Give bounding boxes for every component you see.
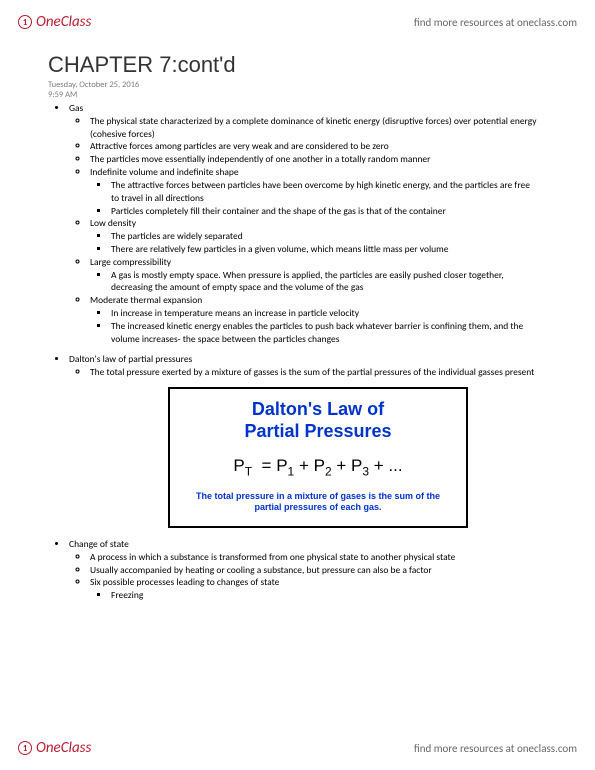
- list-item: Indefinite volume and indefinite shape T…: [89, 166, 540, 217]
- resources-link-top[interactable]: find more resources at oneclass.com: [414, 16, 577, 29]
- section-heading: Change of state: [69, 538, 129, 550]
- list-item: The particles are widely separated: [110, 230, 540, 243]
- list-item: The increased kinetic energy enables the…: [110, 320, 540, 346]
- note-time: 9:59 AM: [48, 90, 540, 100]
- section-gas: Gas The physical state characterized by …: [68, 102, 540, 345]
- subsection-heading: Low density: [90, 217, 136, 229]
- note-date: Tuesday, October 25, 2016: [48, 80, 540, 90]
- resources-link-bottom[interactable]: find more resources at oneclass.com: [414, 742, 577, 755]
- list-item: Freezing: [110, 589, 540, 602]
- subsection-heading: Indefinite volume and indefinite shape: [90, 166, 239, 178]
- list-item: Attractive forces among particles are ve…: [89, 140, 540, 153]
- bottom-bar: 1 OneClass find more resources at onecla…: [0, 732, 595, 764]
- list-item: Six possible processes leading to change…: [89, 576, 540, 602]
- list-item: A gas is mostly empty space. When pressu…: [110, 269, 540, 295]
- brand-logo[interactable]: 1 OneClass: [18, 13, 91, 31]
- top-bar: 1 OneClass find more resources at onecla…: [0, 6, 595, 38]
- list-item: Usually accompanied by heating or coolin…: [89, 564, 540, 577]
- logo-icon: 1: [18, 15, 32, 29]
- page-title: CHAPTER 7:cont'd: [48, 52, 540, 78]
- brand-name: OneClass: [36, 739, 91, 757]
- list-item: Large compressibility A gas is mostly em…: [89, 256, 540, 294]
- subsection-heading: Large compressibility: [90, 256, 171, 268]
- section-heading: Dalton's law of partial pressures: [69, 353, 192, 365]
- list-item: The attractive forces between particles …: [110, 179, 540, 205]
- list-item: A process in which a substance is transf…: [89, 551, 540, 564]
- subsection-heading: Six possible processes leading to change…: [90, 576, 279, 588]
- list-item: The total pressure exerted by a mixture …: [89, 366, 540, 379]
- formula-title-line: Partial Pressures: [244, 421, 391, 441]
- formula-title-line: Dalton's Law of: [252, 399, 384, 419]
- subsection-heading: Moderate thermal expansion: [90, 294, 202, 306]
- list-item: The physical state characterized by a co…: [89, 115, 540, 141]
- list-item: Low density The particles are widely sep…: [89, 217, 540, 255]
- list-item: The particles move essentially independe…: [89, 153, 540, 166]
- formula-title: Dalton's Law of Partial Pressures: [180, 399, 456, 442]
- logo-icon: 1: [18, 741, 32, 755]
- list-item: There are relatively few particles in a …: [110, 243, 540, 256]
- notes-root: Gas The physical state characterized by …: [48, 102, 540, 379]
- document-page: CHAPTER 7:cont'd Tuesday, October 25, 20…: [0, 0, 595, 662]
- list-item: Particles completely fill their containe…: [110, 205, 540, 218]
- brand-logo-bottom[interactable]: 1 OneClass: [18, 739, 91, 757]
- notes-continued: Change of state A process in which a sub…: [48, 538, 540, 602]
- formula-caption: The total pressure in a mixture of gases…: [180, 491, 456, 514]
- brand-name: OneClass: [36, 13, 91, 31]
- section-dalton: Dalton's law of partial pressures The to…: [68, 353, 540, 379]
- list-item: Moderate thermal expansion In increase i…: [89, 294, 540, 345]
- section-heading: Gas: [69, 102, 83, 114]
- dalton-formula-card: Dalton's Law of Partial Pressures PT = P…: [168, 387, 468, 528]
- section-change-of-state: Change of state A process in which a sub…: [68, 538, 540, 602]
- formula-equation: PT = P1 + P2 + P3 + ...: [180, 456, 456, 478]
- list-item: In increase in temperature means an incr…: [110, 307, 540, 320]
